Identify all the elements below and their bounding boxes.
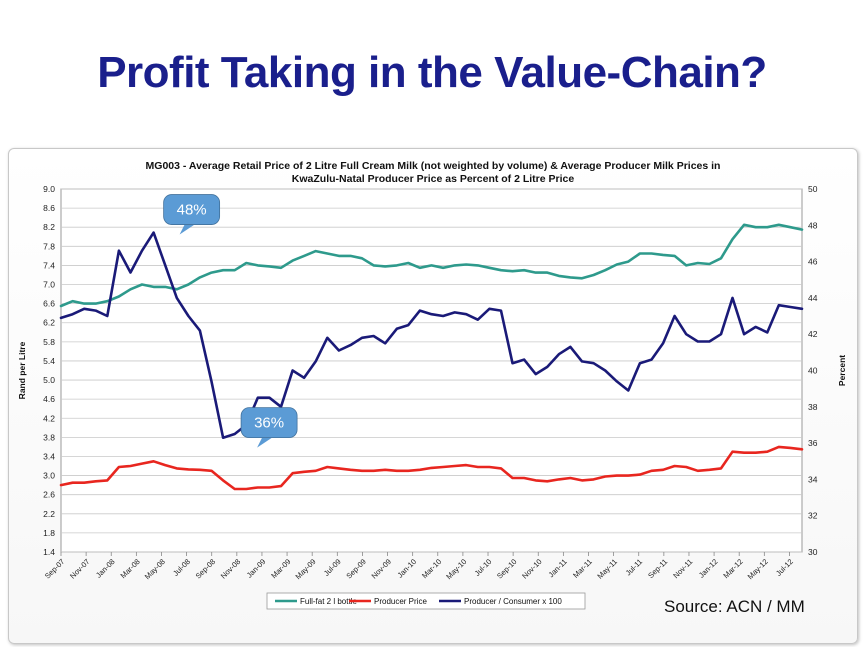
chart-subtitle: KwaZulu-Natal Producer Price as Percent … bbox=[292, 173, 575, 185]
x-tick-label: Mar-08 bbox=[119, 557, 142, 580]
callout-bubble bbox=[240, 407, 298, 439]
callout-label: 48% bbox=[177, 202, 207, 219]
y2-tick-label: 44 bbox=[808, 293, 818, 303]
x-tick-label: Sep-09 bbox=[344, 557, 367, 580]
y2-axis-label: Percent bbox=[837, 355, 847, 386]
slide-title: Profit Taking in the Value-Chain? bbox=[97, 48, 767, 97]
y-tick-label: 8.2 bbox=[43, 222, 55, 232]
callout-label: 36% bbox=[254, 415, 284, 432]
chart-title: MG003 - Average Retail Price of 2 Litre … bbox=[146, 160, 721, 172]
x-tick-label: Jan-09 bbox=[245, 557, 268, 580]
x-tick-label: Jul-09 bbox=[322, 557, 343, 578]
x-tick-label: Nov-08 bbox=[219, 557, 242, 580]
plot-area bbox=[60, 188, 803, 553]
y2-tick-label: 30 bbox=[808, 547, 818, 557]
x-tick-label: Nov-10 bbox=[520, 557, 543, 580]
y2-tick-label: 34 bbox=[808, 474, 818, 484]
chart-frame: MG003 - Average Retail Price of 2 Litre … bbox=[8, 148, 858, 644]
y2-tick-label: 46 bbox=[808, 257, 818, 267]
x-tick-label: Jul-12 bbox=[774, 557, 795, 578]
x-tick-label: Mar-12 bbox=[721, 557, 744, 580]
series-line-2 bbox=[59, 445, 804, 491]
y-tick-label: 7.4 bbox=[43, 260, 55, 270]
x-tick-label: Jul-10 bbox=[473, 557, 494, 578]
y-tick-label: 3.8 bbox=[43, 432, 55, 442]
y2-tick-label: 50 bbox=[808, 184, 818, 194]
y-axis-label: Rand per Litre bbox=[17, 341, 27, 399]
x-tick-label: Jan-12 bbox=[697, 557, 720, 580]
y-tick-label: 1.4 bbox=[43, 547, 55, 557]
x-tick-label: May-11 bbox=[595, 557, 619, 581]
y-tick-label: 2.2 bbox=[43, 509, 55, 519]
y2-tick-label: 32 bbox=[808, 511, 818, 521]
x-tick-label: Sep-10 bbox=[495, 557, 518, 580]
y2-tick-label: 36 bbox=[808, 438, 818, 448]
y-tick-label: 3.4 bbox=[43, 451, 55, 461]
y-tick-label: 4.6 bbox=[43, 394, 55, 404]
y-tick-label: 6.2 bbox=[43, 318, 55, 328]
y-tick-label: 5.8 bbox=[43, 337, 55, 347]
y-tick-label: 5.4 bbox=[43, 356, 55, 366]
callout-2: 36% bbox=[240, 407, 298, 448]
x-tick-label: Sep-08 bbox=[194, 557, 217, 580]
x-tick-label: May-10 bbox=[444, 557, 468, 581]
x-tick-label: Mar-11 bbox=[571, 557, 594, 580]
x-tick-label: Jan-08 bbox=[94, 557, 117, 580]
x-tick-label: May-09 bbox=[294, 557, 318, 581]
x-tick-label: Nov-11 bbox=[671, 557, 694, 580]
x-tick-label: Mar-10 bbox=[420, 557, 443, 580]
y-tick-label: 4.2 bbox=[43, 413, 55, 423]
callout-1: 48% bbox=[163, 194, 221, 235]
y-tick-label: 3.0 bbox=[43, 471, 55, 481]
y-tick-label: 8.6 bbox=[43, 203, 55, 213]
y2-tick-label: 48 bbox=[808, 220, 818, 230]
x-tick-label: Sep-07 bbox=[43, 557, 66, 580]
series-line-3 bbox=[59, 231, 804, 440]
callout-bubble bbox=[163, 194, 221, 225]
x-tick-label: Jan-10 bbox=[395, 557, 418, 580]
y-tick-label: 2.6 bbox=[43, 490, 55, 500]
y2-tick-label: 42 bbox=[808, 329, 818, 339]
y-tick-label: 6.6 bbox=[43, 299, 55, 309]
source-note: Source: ACN / MM bbox=[664, 597, 805, 616]
callout-tail bbox=[179, 222, 198, 235]
x-tick-label: Jul-11 bbox=[624, 557, 644, 577]
callout-tail bbox=[257, 435, 276, 448]
x-tick-label: Nov-09 bbox=[369, 557, 392, 580]
x-tick-label: Sep-11 bbox=[646, 557, 669, 580]
y-tick-label: 7.0 bbox=[43, 280, 55, 290]
y-tick-label: 5.0 bbox=[43, 375, 55, 385]
y2-tick-label: 38 bbox=[808, 402, 818, 412]
line-chart: MG003 - Average Retail Price of 2 Litre … bbox=[17, 160, 847, 610]
y-tick-label: 7.8 bbox=[43, 241, 55, 251]
y2-tick-label: 40 bbox=[808, 366, 818, 376]
legend-label: Full-fat 2 l bottle bbox=[300, 597, 357, 606]
x-tick-label: May-12 bbox=[746, 557, 770, 581]
y-tick-label: 9.0 bbox=[43, 184, 55, 194]
y-tick-label: 1.8 bbox=[43, 528, 55, 538]
series-line-1 bbox=[59, 223, 804, 308]
x-tick-label: Mar-09 bbox=[269, 557, 292, 580]
x-tick-label: Nov-07 bbox=[68, 557, 91, 580]
x-tick-label: Jul-08 bbox=[171, 557, 192, 578]
legend-label: Producer Price bbox=[374, 597, 427, 606]
legend-box bbox=[266, 592, 586, 610]
x-tick-label: May-08 bbox=[143, 557, 167, 581]
x-tick-label: Jan-11 bbox=[547, 557, 569, 579]
legend-label: Producer / Consumer x 100 bbox=[464, 597, 562, 606]
